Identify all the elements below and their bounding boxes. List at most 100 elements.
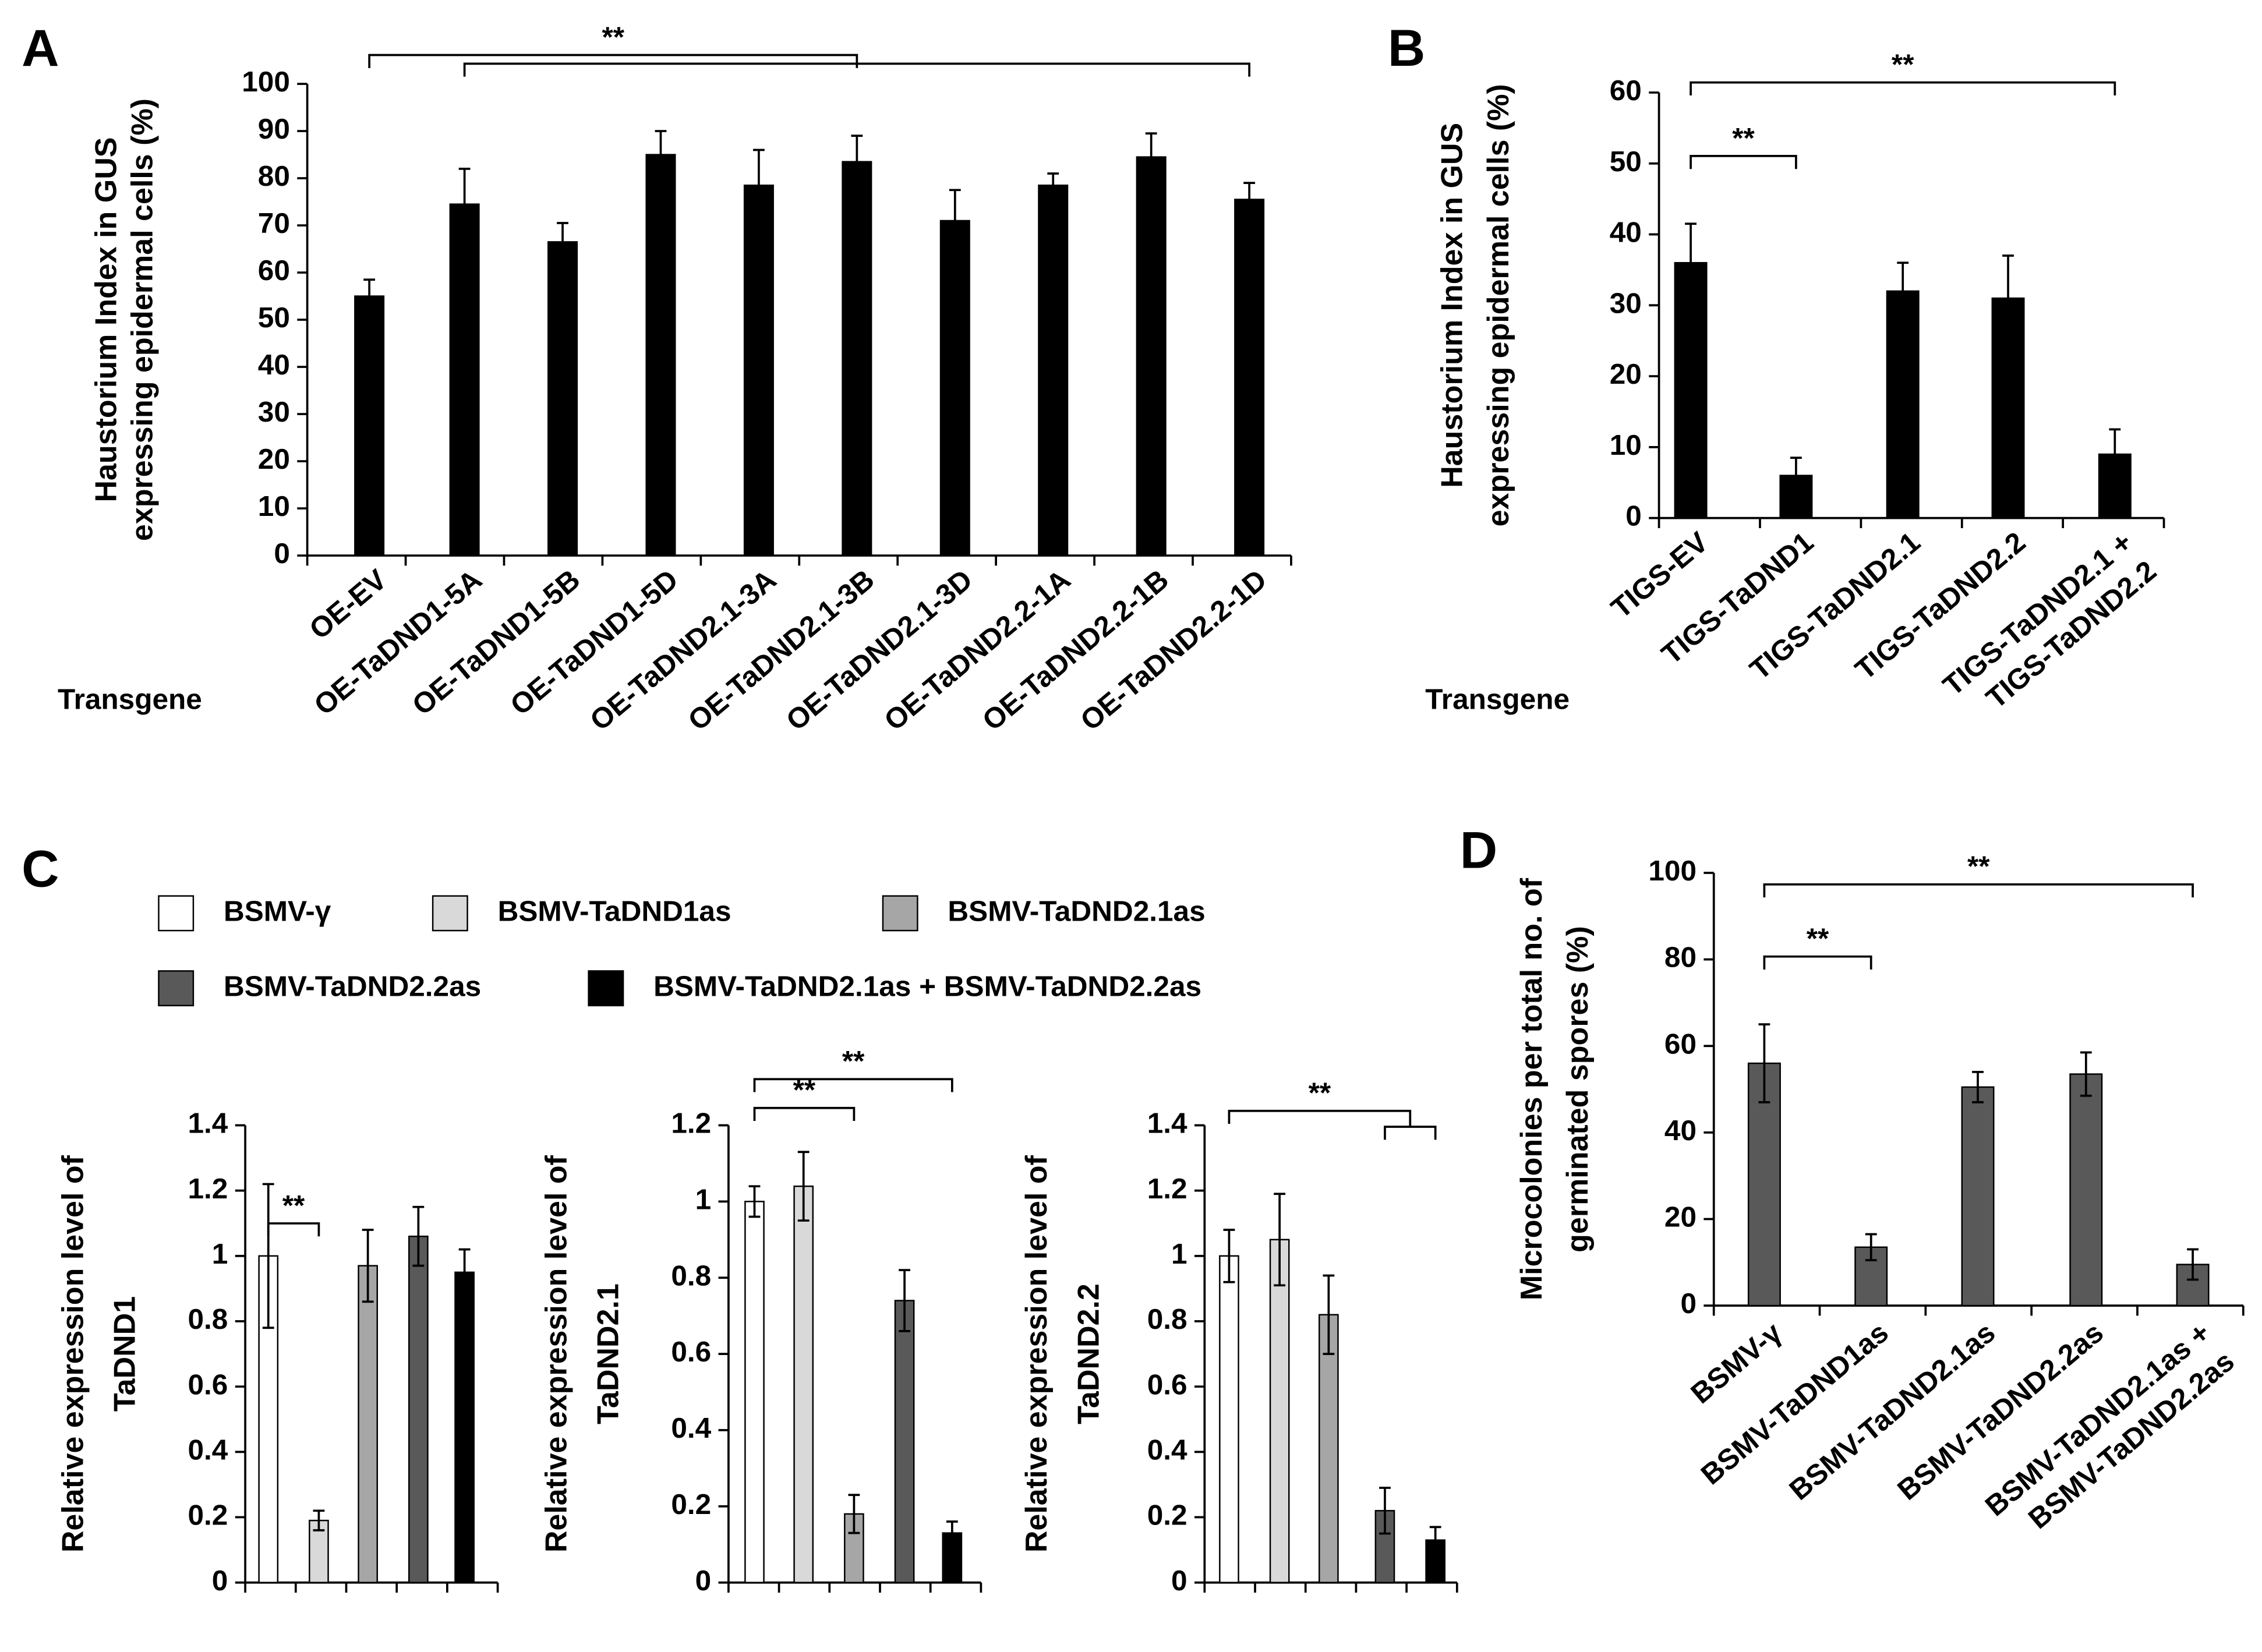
y-tick-label: 0 [695, 1565, 712, 1597]
y-tick-label: 1 [1171, 1238, 1187, 1270]
bar [1219, 1255, 1239, 1583]
y-tick-label: 30 [258, 396, 290, 428]
x-tick-label: BSMV-TaDND1as [1695, 1317, 1895, 1491]
panel-letter: C [22, 840, 59, 898]
bar [1234, 199, 1265, 557]
y-axis-label: expressing epidermal cells (%) [1482, 84, 1515, 526]
y-tick-label: 100 [1648, 855, 1696, 887]
error-bar [2080, 1051, 2092, 1097]
x-tick-label: OE-TaDND1-5A [308, 564, 488, 722]
x-tick-label-group: OE-TaDND1-5A [308, 564, 488, 722]
y-tick-label: 20 [1664, 1201, 1696, 1233]
y-tick-label: 0 [212, 1565, 228, 1597]
legend-swatch [158, 895, 195, 932]
y-tick-label: 70 [258, 207, 290, 239]
error-bar [313, 1509, 325, 1531]
y-tick-label: 10 [1610, 429, 1642, 461]
significance-bracket [1763, 955, 1872, 970]
y-tick-label: 40 [1610, 217, 1642, 249]
y-tick-label: 1.2 [671, 1108, 711, 1140]
y-tick-label: 80 [258, 160, 290, 192]
x-tick-label-group: TIGS-TaDND2.1 +TIGS-TaDND2.2 [1937, 526, 2162, 714]
y-tick-label: 60 [1664, 1028, 1696, 1060]
bar [645, 154, 676, 557]
significance-bracket [368, 54, 858, 68]
bar [842, 161, 872, 557]
x-tick-label-group: OE-TaDND1-5B [407, 564, 586, 722]
error-bar [262, 1183, 274, 1329]
y-tick-label: 30 [1610, 287, 1642, 319]
error-bar [1274, 1193, 1286, 1287]
x-tick-label: OE-EV [303, 564, 393, 646]
error-bar [362, 1229, 374, 1303]
error-bar [655, 130, 667, 155]
bar [1319, 1314, 1339, 1583]
y-tick-label: 0 [274, 537, 290, 569]
y-axis-label: Haustorium Index in GUS [90, 137, 123, 503]
bar [354, 295, 385, 557]
panel-letter: D [1460, 820, 1497, 879]
y-tick-label: 0 [1171, 1565, 1187, 1597]
error-bar [1790, 457, 1802, 476]
y-axis-label: Microcolonies per total no. of [1515, 878, 1549, 1300]
y-tick-label: 1 [695, 1183, 712, 1215]
error-bar [363, 278, 376, 296]
y-tick-label: 60 [1610, 75, 1642, 107]
error-bar [949, 189, 961, 221]
significance-bracket [267, 1222, 320, 1237]
legend-label: BSMV-TaDND2.1as [948, 895, 1205, 927]
y-axis-label: TaDND1 [108, 1296, 142, 1412]
x-axis-label: Transgene [58, 683, 202, 715]
x-tick-label: OE-TaDND1-5D [504, 564, 684, 722]
y-tick-label: 0.4 [671, 1412, 711, 1444]
y-tick-label: 0.2 [188, 1499, 228, 1531]
error-bar [1047, 172, 1059, 186]
significance-bracket [1228, 1109, 1412, 1127]
y-tick-label: 50 [258, 302, 290, 334]
error-bar [1685, 222, 1696, 263]
error-bar [1223, 1229, 1235, 1283]
y-tick-label: 0.8 [188, 1303, 228, 1335]
error-bar [899, 1269, 911, 1332]
y-axis-label: germinated spores (%) [1561, 926, 1595, 1253]
error-bar [748, 1185, 761, 1218]
legend-swatch [158, 970, 195, 1007]
legend-swatch [588, 970, 624, 1007]
significance-bracket [753, 1106, 856, 1122]
significance-label: ** [1807, 923, 1829, 955]
error-bar [1429, 1526, 1441, 1555]
significance-label: ** [1309, 1077, 1331, 1109]
y-tick-label: 90 [258, 113, 290, 145]
significance-label: ** [1732, 122, 1755, 154]
x-tick-label-group: BSMV-TaDND1as [1695, 1317, 1895, 1491]
y-tick-label: 40 [258, 349, 290, 381]
y-tick-label: 40 [1664, 1115, 1696, 1147]
error-bar [1243, 182, 1256, 200]
significance-bracket [1763, 883, 2194, 898]
error-bar [753, 148, 765, 186]
error-bar [1972, 1070, 1984, 1103]
y-tick-label: 1 [212, 1238, 228, 1270]
x-tick-label-group: BSMV-TaDND2.1as [1783, 1317, 2001, 1506]
error-bar [1379, 1487, 1391, 1535]
error-bar [2002, 254, 2014, 299]
significance-bracket [1690, 81, 2116, 95]
legend-label: BSMV-TaDND2.2as [224, 970, 481, 1002]
x-tick-label: OE-TaDND2.2-1D [1075, 564, 1273, 737]
bar [2069, 1073, 2103, 1307]
error-bar [1865, 1233, 1877, 1261]
x-tick-label-group: OE-TaDND1-5D [504, 564, 684, 722]
bar [408, 1235, 429, 1583]
y-tick-label: 0.6 [188, 1368, 228, 1400]
legend-swatch [882, 895, 918, 932]
x-tick-label: BSMV-γ [1685, 1316, 1788, 1410]
error-bar [946, 1520, 958, 1546]
x-axis-label: Transgene [1425, 683, 1570, 715]
bar [1779, 475, 1813, 519]
bar [1269, 1239, 1290, 1583]
y-tick-label: 20 [1610, 358, 1642, 390]
bar [454, 1271, 475, 1583]
bar [793, 1185, 814, 1583]
bar [2098, 453, 2132, 519]
